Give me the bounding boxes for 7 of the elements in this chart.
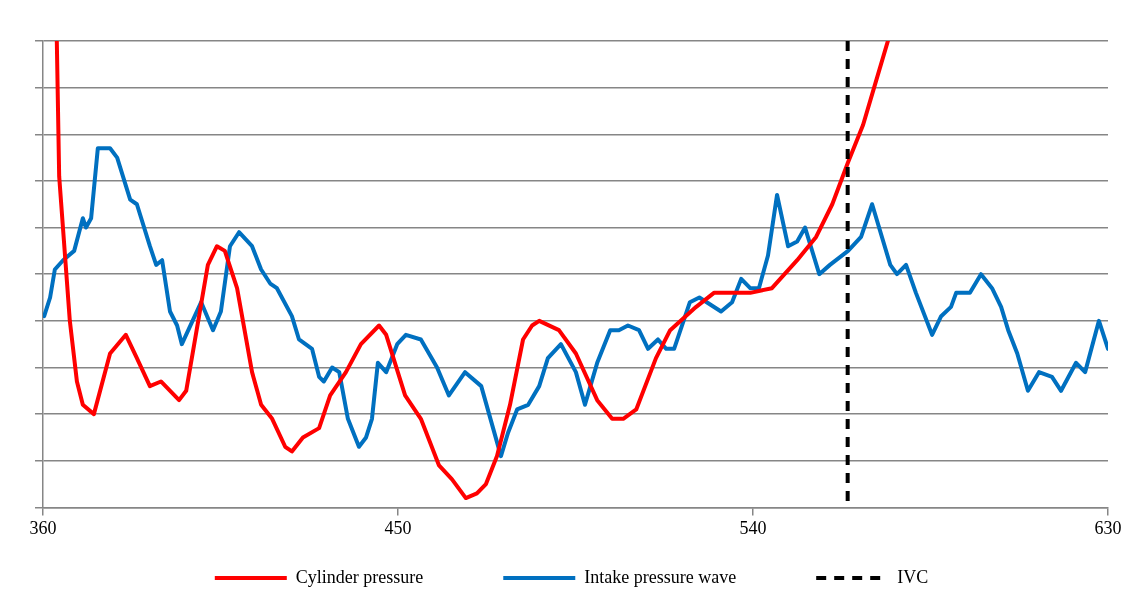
x-tick-label: 540 (739, 517, 767, 538)
legend-label: IVC (897, 566, 929, 587)
legend-label: Cylinder pressure (295, 566, 424, 587)
legend-label: Intake pressure wave (584, 566, 737, 587)
x-tick-label: 630 (1094, 517, 1122, 538)
x-tick-label: 360 (29, 517, 57, 538)
x-tick-label: 450 (384, 517, 412, 538)
